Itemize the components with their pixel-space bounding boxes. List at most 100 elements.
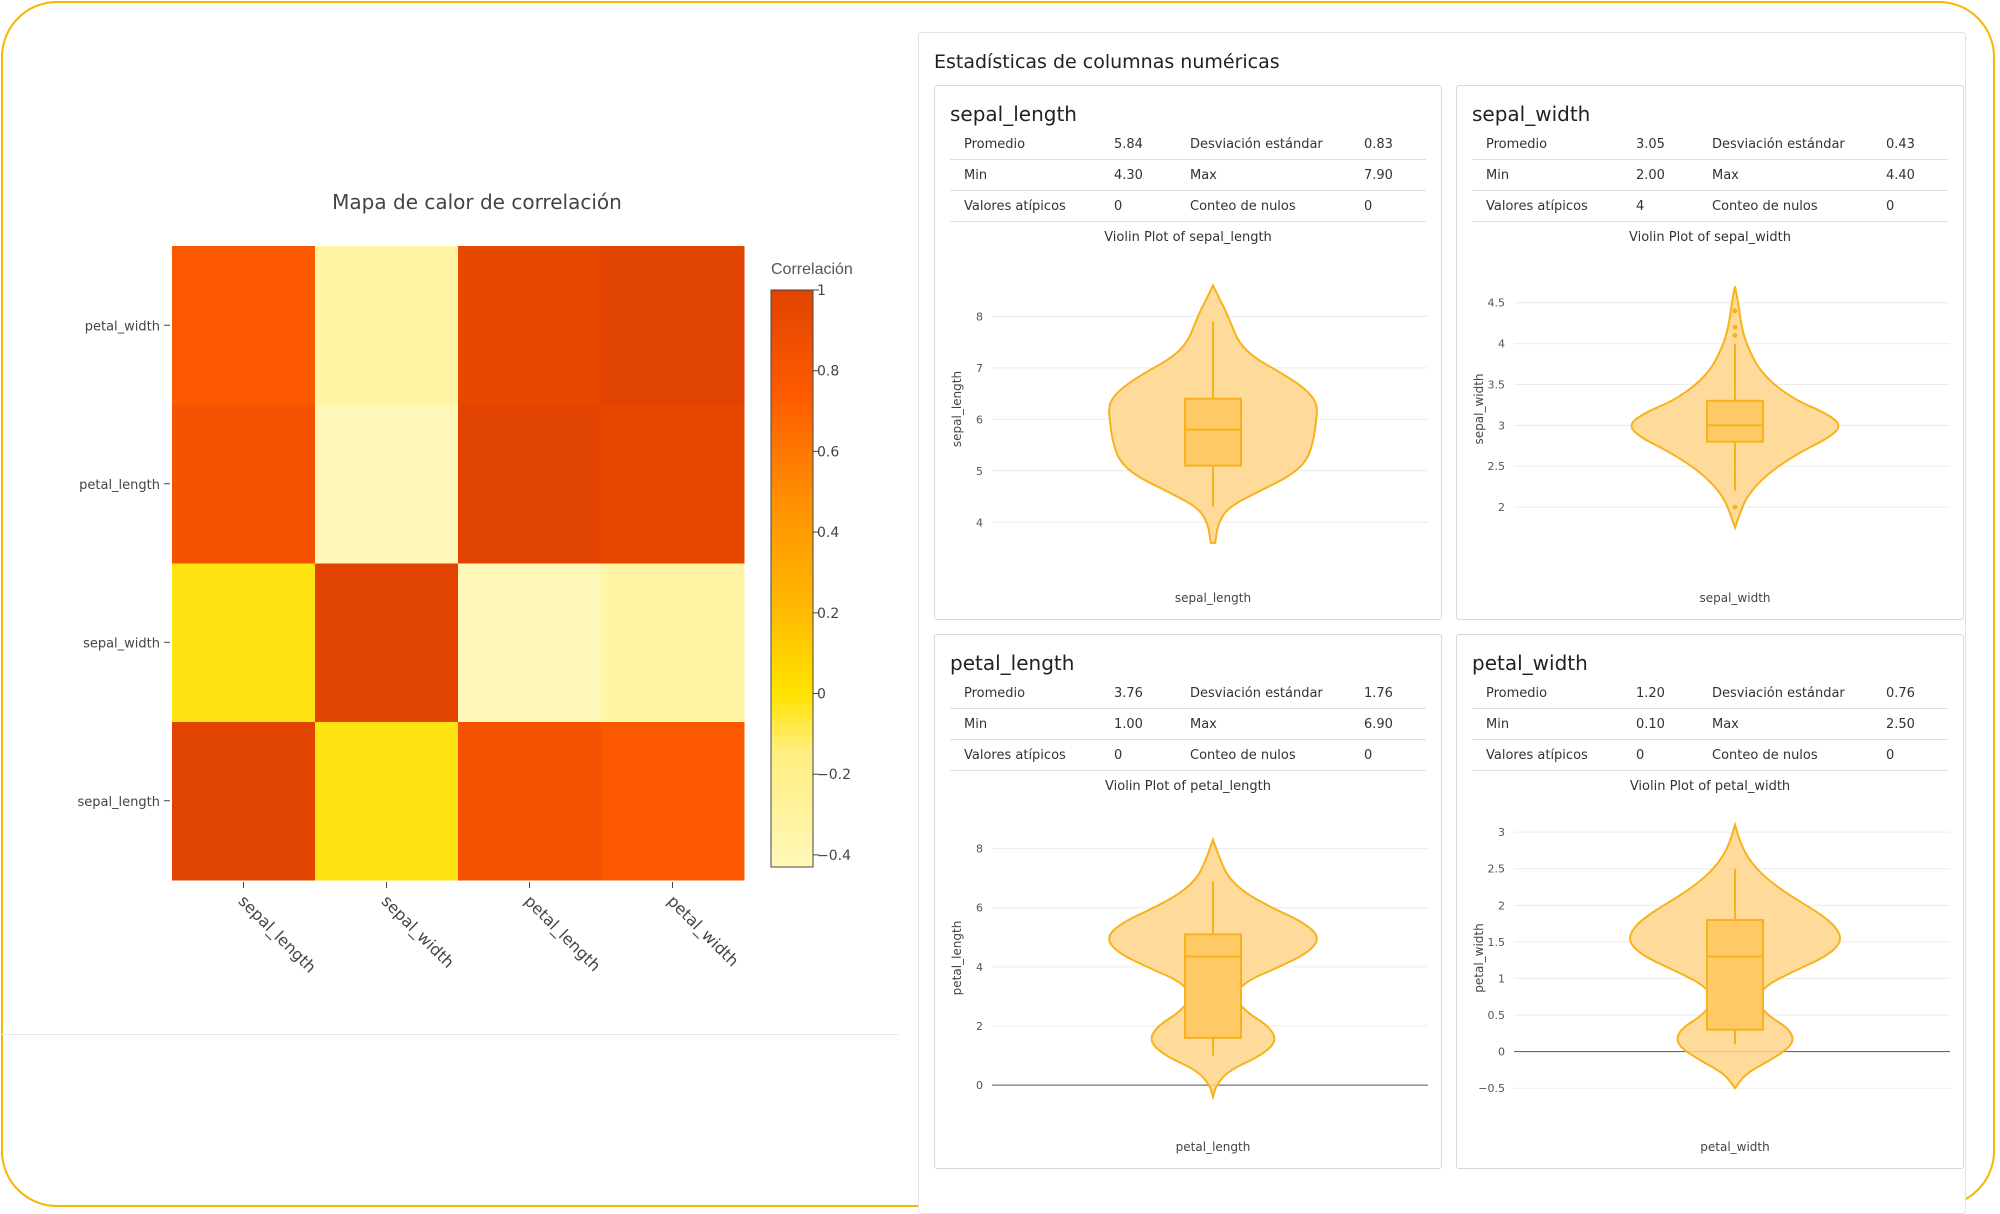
stats-row: Min 1.00 Max 6.90 — [950, 708, 1426, 740]
stats-row: Valores atípicos 0 Conteo de nulos 0 — [1472, 739, 1948, 771]
heatmap-cell-sepal_length-petal_width — [601, 721, 745, 881]
colorbar-tick-label: 0.8 — [817, 364, 839, 380]
violin-plot-sepal_length: 4 5 6 7 8 sepal_length sepal_length — [950, 283, 1428, 605]
heatmap-cell-petal_length-sepal_length — [172, 404, 316, 564]
heatmap-cell-petal_width-sepal_width — [315, 246, 459, 405]
stats-table: Promedio 5.84 Desviación estándar 0.83 Min 4.… — [950, 129, 1426, 222]
stat-value: 4 — [1622, 190, 1698, 222]
stat-label: Conteo de nulos — [1176, 190, 1350, 222]
stats-row: Valores atípicos 0 Conteo de nulos 0 — [950, 739, 1426, 771]
x-axis-label: sepal_width — [1699, 591, 1770, 605]
stat-value: 1.20 — [1622, 678, 1698, 709]
colorbar-tick-label: 0.4 — [817, 525, 839, 541]
violin-box — [1706, 918, 1764, 1031]
correlation-heatmap: sepal_lengthsepal_widthpetal_lengthpetal… — [77, 246, 851, 977]
colorbar-tick-label: −0.2 — [817, 767, 851, 783]
y-axis-label: sepal_length — [950, 371, 964, 447]
stat-label: Valores atípicos — [1472, 739, 1622, 771]
x-tick-label-sepal_width: sepal_width — [377, 891, 458, 972]
outlier-point — [1732, 308, 1738, 314]
heatmap-cell-petal_width-petal_width — [601, 246, 745, 405]
y-tick-label: 2 — [1498, 899, 1505, 912]
heatmap-cell-sepal_length-sepal_length — [172, 721, 316, 881]
violin-plot-petal_width: −0.5 0 0.5 1 1.5 2 2.5 3 petal_width petal_width — [1472, 821, 1950, 1154]
stat-value: 4.40 — [1872, 159, 1948, 191]
stats-table: Promedio 1.20 Desviación estándar 0.76 Min 0.… — [1472, 678, 1948, 771]
y-tick-label: 0.5 — [1488, 1009, 1506, 1022]
heatmap-cell-petal_length-sepal_width — [315, 404, 459, 564]
stat-label: Desviación estándar — [1698, 129, 1872, 160]
heatmap-cell-petal_length-petal_length — [458, 404, 602, 564]
y-tick-label: 2.5 — [1488, 460, 1506, 473]
stat-label: Conteo de nulos — [1176, 739, 1350, 771]
y-axis-label: petal_width — [1472, 923, 1486, 992]
y-tick-label: 5 — [976, 465, 983, 478]
stat-label: Min — [950, 159, 1100, 191]
violin-box — [1184, 933, 1242, 1039]
stat-label: Min — [950, 708, 1100, 740]
violin-box — [1184, 397, 1242, 467]
y-tick-label: 2 — [1498, 501, 1505, 514]
colorbar-title: Correlación — [771, 261, 853, 278]
stat-label: Conteo de nulos — [1698, 190, 1872, 222]
y-tick-label: 0 — [1498, 1046, 1505, 1059]
y-tick-label: 7 — [976, 362, 983, 375]
colorbar-tick-label: −0.4 — [817, 848, 851, 864]
heatmap-cell-petal_length-petal_width — [601, 404, 745, 564]
stat-value: 4.30 — [1100, 159, 1176, 191]
x-axis-label: petal_width — [1700, 1140, 1769, 1154]
y-tick-label: 2 — [976, 1020, 983, 1033]
card-title: petal_length — [950, 651, 1075, 675]
y-tick-label-petal_width: petal_width — [85, 319, 160, 334]
stat-value: 0 — [1100, 190, 1176, 222]
stat-value: 0.43 — [1872, 129, 1948, 160]
stat-label: Promedio — [950, 678, 1100, 709]
heatmap-cell-sepal_width-petal_length — [458, 563, 602, 722]
stats-row: Promedio 3.05 Desviación estándar 0.43 — [1472, 129, 1948, 160]
y-tick-label: 6 — [976, 413, 983, 426]
colorbar-tick-label: 0 — [817, 686, 826, 702]
y-tick-label: 1.5 — [1488, 936, 1506, 949]
y-tick-label: 0 — [976, 1079, 983, 1092]
stat-label: Valores atípicos — [1472, 190, 1622, 222]
violin-plot-sepal_width: 2 2.5 3 3.5 4 4.5 sepal_width sepal_width — [1472, 286, 1950, 605]
y-tick-label-sepal_width: sepal_width — [83, 636, 160, 651]
stat-label: Min — [1472, 159, 1622, 191]
stat-value: 5.84 — [1100, 129, 1176, 160]
heatmap-cell-sepal_width-sepal_width — [315, 563, 459, 722]
y-tick-label: 4 — [976, 961, 983, 974]
stat-label: Max — [1698, 159, 1872, 191]
y-tick-label: 2.5 — [1488, 863, 1506, 876]
stat-value: 7.90 — [1350, 159, 1426, 191]
stat-value: 0 — [1872, 739, 1948, 771]
stat-label: Max — [1176, 708, 1350, 740]
stats-card-sepal_length: sepal_length Promedio 5.84 Desviación están… — [934, 85, 1442, 620]
x-axis-label: petal_length — [1176, 1140, 1251, 1154]
violin-title: Violin Plot of petal_length — [1105, 779, 1271, 794]
stats-row: Promedio 3.76 Desviación estándar 1.76 — [950, 678, 1426, 709]
outlier-point — [1732, 504, 1738, 510]
stats-card-petal_width: petal_width Promedio 1.20 Desviación estánd… — [1456, 634, 1964, 1169]
stat-label: Desviación estándar — [1176, 129, 1350, 160]
heatmap-cell-sepal_width-petal_width — [601, 563, 745, 722]
colorbar — [770, 289, 814, 868]
section-divider — [0, 1034, 898, 1035]
stats-table: Promedio 3.76 Desviación estándar 1.76 Min 1.… — [950, 678, 1426, 771]
violin-title: Violin Plot of petal_width — [1629, 779, 1791, 794]
stats-row: Promedio 1.20 Desviación estándar 0.76 — [1472, 678, 1948, 709]
y-tick-label: −0.5 — [1478, 1082, 1505, 1095]
stats-row: Min 2.00 Max 4.40 — [1472, 159, 1948, 191]
stat-label: Desviación estándar — [1176, 678, 1350, 709]
stat-value: 0 — [1350, 190, 1426, 222]
stats-card-petal_length: petal_length Promedio 3.76 Desviación están… — [934, 634, 1442, 1169]
y-tick-label: 4 — [976, 516, 983, 529]
stat-label: Promedio — [1472, 129, 1622, 160]
stats-row: Min 4.30 Max 7.90 — [950, 159, 1426, 191]
stat-label: Min — [1472, 708, 1622, 740]
heatmap-cell-petal_width-petal_length — [458, 246, 602, 405]
stats-table: Promedio 3.05 Desviación estándar 0.43 Min 2.… — [1472, 129, 1948, 222]
violin-box — [1706, 399, 1764, 443]
stat-value: 1.00 — [1100, 708, 1176, 740]
violin-plot-petal_length: 0 2 4 6 8 petal_length petal_length — [950, 836, 1428, 1154]
y-tick-label: 4.5 — [1488, 297, 1506, 310]
